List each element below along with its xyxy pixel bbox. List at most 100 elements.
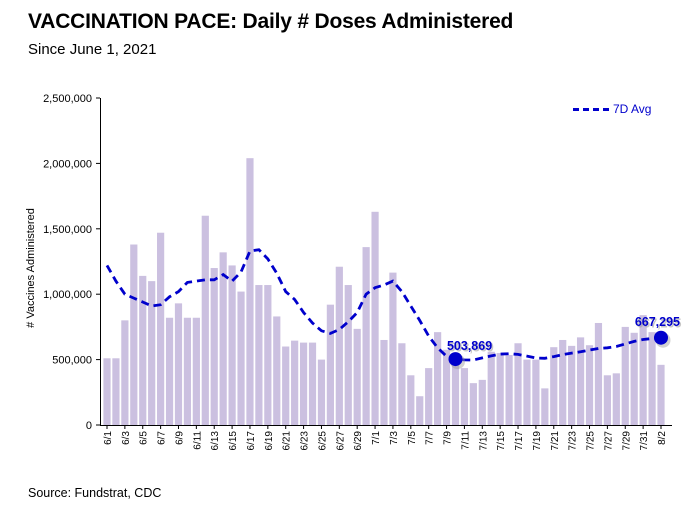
bar-6/12: [201, 215, 209, 425]
x-axis-label-8/2: 8/2: [657, 431, 668, 445]
x-axis-label-6/1: 6/1: [103, 431, 114, 445]
x-axis-label-7/9: 7/9: [443, 431, 454, 445]
x-axis-label-7/15: 7/15: [496, 431, 507, 451]
y-axis-tick-label: 1,500,000: [43, 224, 92, 236]
bar-7/19: [532, 359, 540, 425]
bar-6/6: [148, 281, 156, 425]
bar-7/2: [380, 339, 388, 425]
x-axis-label-7/17: 7/17: [514, 431, 525, 451]
bar-7/10: [451, 359, 460, 425]
x-axis-label-7/23: 7/23: [568, 431, 579, 451]
bar-6/19: [264, 285, 272, 425]
x-axis-label-7/13: 7/13: [478, 431, 489, 451]
bar-6/25: [317, 359, 326, 425]
legend: 7D Avg: [573, 102, 651, 116]
x-axis-label-7/27: 7/27: [603, 431, 614, 451]
avg-annotation-shadow: 503,869: [448, 341, 493, 355]
bar-6/24: [308, 342, 317, 425]
x-axis-label-6/27: 6/27: [335, 431, 346, 451]
legend-7davg-label: 7D Avg: [613, 102, 652, 116]
bar-6/8: [165, 317, 174, 425]
x-axis-label-7/21: 7/21: [550, 431, 561, 451]
bar-6/15: [228, 265, 236, 425]
avg-marker-8/2: [654, 330, 668, 345]
avg-annotation-7/10: 503,869: [447, 339, 492, 353]
bar-6/20: [273, 316, 281, 425]
x-axis-label-7/5: 7/5: [407, 431, 418, 445]
avg-annotation-8/2: 667,295: [635, 315, 680, 329]
bar-6/9: [174, 303, 183, 425]
bar-6/21: [282, 346, 290, 425]
bar-7/31: [639, 315, 647, 425]
bar-7/21: [550, 347, 558, 425]
x-axis-label-6/15: 6/15: [228, 431, 239, 451]
bar-7/22: [559, 339, 567, 425]
bar-7/9: [442, 349, 451, 425]
bar-6/18: [255, 285, 263, 425]
y-axis-tick-label: 2,500,000: [43, 93, 92, 105]
x-axis-label-7/31: 7/31: [639, 431, 650, 451]
bar-7/6: [416, 396, 424, 425]
bar-6/30: [362, 247, 370, 425]
bar-7/15: [496, 353, 504, 425]
x-axis-label-6/13: 6/13: [210, 431, 221, 451]
x-axis-label-7/19: 7/19: [532, 431, 543, 451]
bar-7/18: [523, 359, 531, 425]
y-axis-title: # Vaccines Administered: [25, 208, 37, 328]
bar-7/30: [630, 332, 638, 425]
avg-annotation-shadow: 667,295: [636, 317, 681, 331]
bar-7/17: [514, 343, 522, 425]
bar-6/22: [291, 340, 299, 425]
bar-6/23: [299, 342, 308, 425]
bar-8/1: [648, 332, 656, 425]
x-axis-label-7/11: 7/11: [460, 431, 471, 450]
bar-6/11: [192, 317, 200, 425]
bar-7/13: [478, 379, 486, 425]
bar-7/29: [621, 326, 629, 425]
bar-6/1: [103, 358, 111, 425]
bar-6/17: [246, 158, 254, 425]
bar-7/20: [541, 388, 549, 425]
bar-7/12: [469, 383, 477, 425]
y-axis-tick-label: 500,000: [52, 355, 92, 367]
bar-8/2: [657, 364, 665, 425]
bar-7/16: [505, 355, 513, 425]
x-axis-label-7/29: 7/29: [621, 431, 632, 451]
bar-7/3: [389, 272, 397, 425]
x-axis-label-7/1: 7/1: [371, 431, 382, 445]
bar-6/5: [139, 275, 147, 425]
x-axis-label-6/21: 6/21: [282, 431, 293, 451]
x-axis-label-7/25: 7/25: [586, 431, 597, 451]
bar-6/7: [157, 232, 165, 425]
bar-7/1: [371, 211, 379, 425]
bar-6/27: [335, 266, 343, 425]
bar-7/5: [407, 375, 415, 425]
x-axis-label-6/7: 6/7: [157, 431, 168, 445]
x-axis-label-6/19: 6/19: [264, 431, 275, 451]
bar-6/3: [121, 320, 129, 425]
x-axis-label-6/17: 6/17: [246, 431, 257, 451]
x-axis-label-6/23: 6/23: [300, 431, 311, 451]
bar-6/16: [237, 291, 245, 425]
x-axis-label-6/3: 6/3: [121, 431, 132, 445]
bar-6/28: [344, 285, 352, 425]
bar-6/13: [210, 268, 218, 425]
bar-7/27: [603, 375, 611, 425]
y-axis-tick-label: 2,000,000: [43, 158, 92, 170]
bar-7/23: [568, 345, 576, 425]
x-axis-label-6/25: 6/25: [317, 431, 328, 451]
x-axis-label-7/7: 7/7: [425, 431, 436, 445]
line-7d-avg: [105, 248, 662, 362]
bar-6/14: [219, 252, 227, 425]
bar-7/28: [612, 373, 620, 425]
y-axis-tick-label: 0: [86, 420, 92, 432]
bar-7/8: [434, 332, 442, 425]
bar-7/25: [585, 345, 594, 425]
x-axis-label-6/11: 6/11: [192, 431, 203, 450]
bar-6/26: [326, 304, 334, 425]
source-note: Source: Fundstrat, CDC: [28, 486, 162, 500]
x-axis-label-7/3: 7/3: [389, 431, 400, 445]
bar-6/10: [183, 317, 192, 425]
bar-6/29: [353, 328, 361, 425]
bar-7/26: [594, 322, 603, 425]
